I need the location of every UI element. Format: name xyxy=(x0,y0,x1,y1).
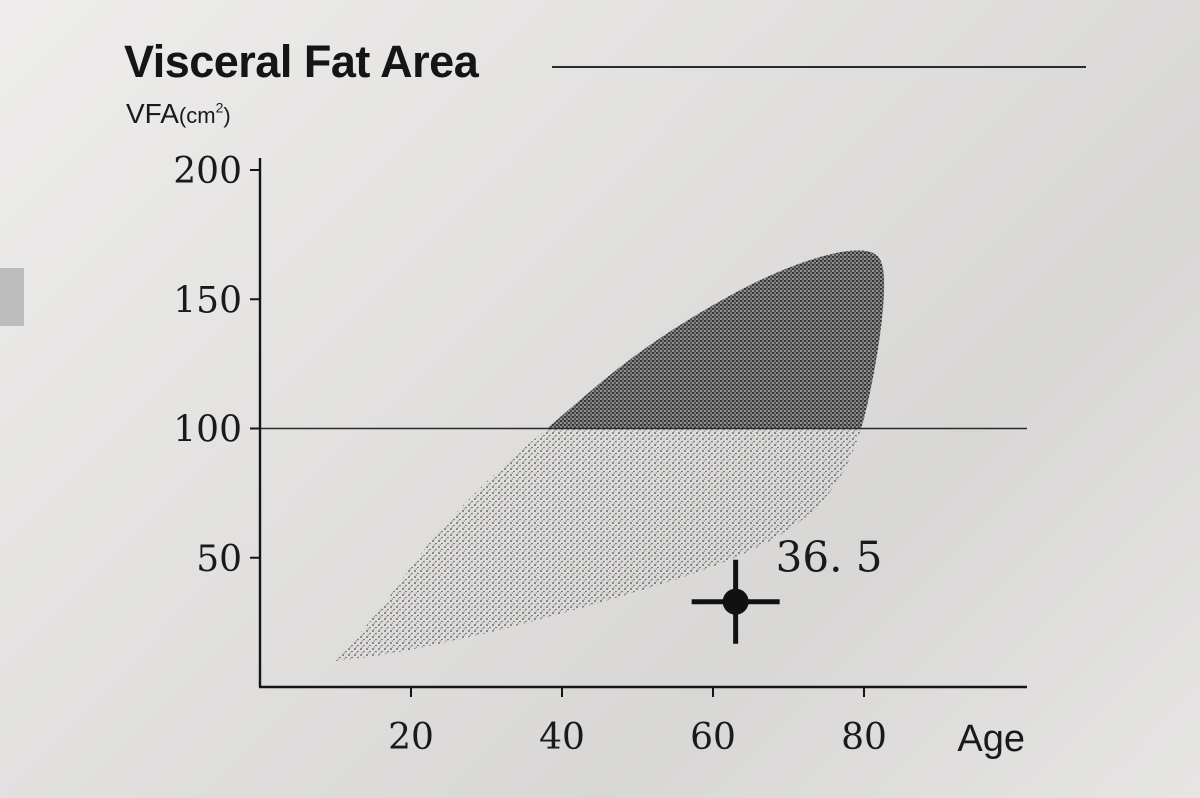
y-axis-unit-close: ) xyxy=(223,103,231,128)
marker-dot xyxy=(722,588,749,615)
y-axis-label: VFA(cm2) xyxy=(126,98,231,130)
y-axis-unit-open: (cm xyxy=(178,103,216,128)
y-tick-label: 100 xyxy=(173,410,242,451)
x-axis-label: Age xyxy=(957,718,1025,760)
chart-title: Visceral Fat Area xyxy=(124,36,479,87)
x-tick-label: 20 xyxy=(388,717,434,758)
region-below-reference xyxy=(335,428,861,662)
ticks: 50 100 150 200 20 40 60 80 Age xyxy=(173,151,1025,760)
y-tick-label: 50 xyxy=(196,539,242,580)
x-tick-label: 60 xyxy=(690,717,736,758)
x-tick-label: 80 xyxy=(841,717,887,758)
title-rule xyxy=(552,66,1086,68)
y-axis-unit-sup: 2 xyxy=(215,99,224,116)
y-axis-label-text: VFA xyxy=(126,98,179,129)
y-tick-label: 150 xyxy=(173,280,242,321)
axes xyxy=(258,158,1027,689)
region-above-reference xyxy=(546,250,885,429)
data-point-label: 36. 5 xyxy=(776,533,883,582)
x-tick-label: 40 xyxy=(539,717,585,758)
population-region xyxy=(335,250,885,662)
data-points: 36. 5 xyxy=(691,533,883,644)
data-point-marker xyxy=(691,559,780,644)
page-edge-tab xyxy=(0,268,24,326)
y-tick-label: 200 xyxy=(173,151,242,192)
